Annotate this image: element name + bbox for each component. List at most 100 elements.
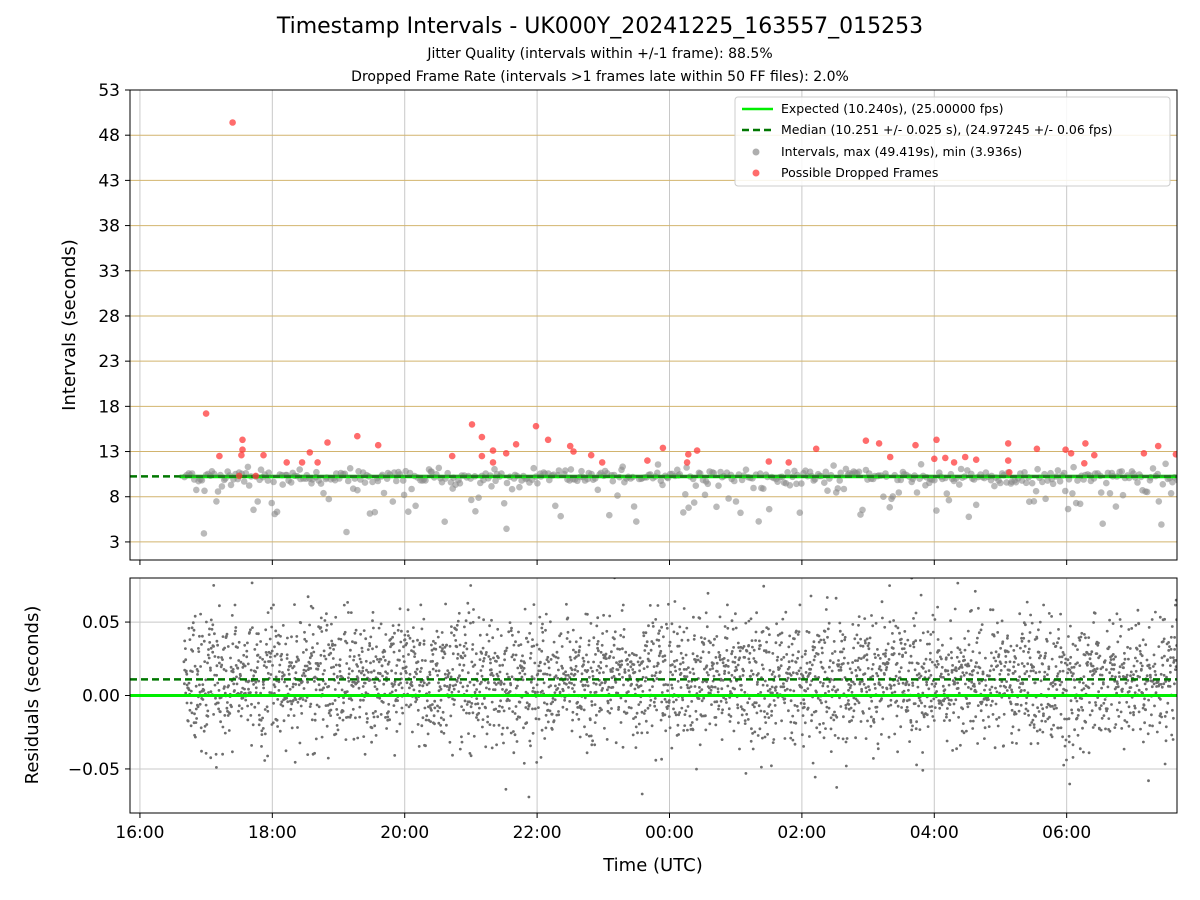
residual-point [555, 661, 559, 664]
residual-point [730, 673, 734, 677]
residual-point [670, 622, 674, 626]
residual-point [709, 641, 712, 645]
residual-point [744, 772, 748, 775]
residual-point [747, 657, 751, 661]
residual-point [760, 765, 763, 769]
residual-point [480, 652, 484, 655]
residual-point [257, 632, 260, 636]
residual-point [655, 708, 658, 712]
residual-point [263, 759, 267, 762]
interval-point [344, 477, 352, 485]
residual-point [1136, 608, 1140, 612]
residual-point [788, 665, 791, 669]
residual-point [1036, 706, 1039, 710]
residual-point [549, 658, 553, 661]
residual-point [1124, 681, 1128, 685]
interval-point [1064, 505, 1072, 513]
residual-point [948, 703, 952, 706]
residual-point [628, 675, 632, 679]
residual-point [853, 702, 857, 706]
residual-point [1081, 708, 1085, 712]
residual-point [786, 672, 789, 675]
residual-point [548, 709, 552, 713]
residual-point [404, 665, 408, 669]
residual-point [847, 699, 850, 702]
residual-point [618, 647, 622, 651]
residual-point [710, 703, 713, 706]
residual-point [560, 664, 564, 668]
residual-point [1168, 645, 1171, 648]
residual-point [858, 668, 862, 672]
residual-point [791, 738, 795, 742]
residual-point [1122, 747, 1126, 751]
residual-point [1113, 663, 1116, 667]
residual-point [658, 629, 661, 633]
interval-point [956, 481, 963, 488]
residual-point [732, 646, 735, 649]
residual-point [685, 675, 689, 678]
residual-point [747, 644, 751, 647]
residual-point [412, 645, 416, 649]
residual-point [402, 655, 405, 658]
residual-point [1064, 657, 1068, 661]
interval-point [250, 506, 257, 514]
interval-point [412, 502, 419, 510]
residual-point [757, 672, 760, 675]
residual-point [791, 714, 795, 718]
residual-point [930, 660, 934, 664]
residual-point [847, 683, 851, 686]
legend[interactable]: Expected (10.240s), (25.00000 fps) Media… [734, 96, 1171, 187]
residual-point [791, 671, 795, 675]
residual-point [1058, 670, 1062, 673]
residual-point [597, 664, 601, 668]
residual-point [596, 646, 599, 650]
residual-point [470, 660, 474, 664]
intervals-y-tick-label: 43 [98, 171, 120, 191]
residual-point [853, 682, 856, 686]
residual-point [422, 642, 426, 646]
residual-point [284, 642, 288, 646]
residual-point [850, 671, 854, 675]
dropped-frame-point [502, 450, 510, 457]
interval-point [393, 477, 400, 485]
residual-point [913, 668, 917, 672]
residual-point [606, 701, 610, 705]
residual-point [395, 710, 398, 714]
interval-point [880, 493, 887, 501]
interval-point [408, 485, 415, 493]
residual-point [533, 661, 537, 665]
residual-point [512, 751, 516, 755]
residual-point [795, 704, 799, 708]
residual-point [914, 727, 918, 731]
residual-point [950, 656, 953, 660]
residual-point [437, 689, 441, 693]
residual-point [512, 643, 516, 647]
residual-point [539, 669, 542, 673]
residual-point [665, 622, 668, 626]
residual-point [800, 686, 803, 689]
residual-point [963, 637, 967, 640]
residual-point [421, 684, 425, 688]
residual-point [643, 679, 647, 683]
residual-point [329, 651, 333, 655]
residual-point [895, 661, 899, 665]
residual-point [313, 718, 317, 722]
residual-point [591, 674, 595, 678]
residual-point [765, 650, 768, 654]
residual-point [290, 635, 293, 639]
residual-point [497, 723, 501, 727]
residual-point [314, 737, 318, 741]
residual-point [456, 652, 460, 656]
residual-point [570, 672, 573, 676]
residual-point [1065, 758, 1068, 762]
residual-point [715, 700, 719, 704]
residual-point [861, 644, 865, 648]
residual-point [1029, 742, 1033, 746]
residual-point [508, 699, 511, 702]
interval-point [895, 489, 903, 496]
residual-point [831, 688, 834, 692]
residual-point [1059, 712, 1063, 716]
residual-point [652, 700, 656, 704]
residual-point [615, 661, 618, 664]
residual-point [865, 653, 869, 657]
